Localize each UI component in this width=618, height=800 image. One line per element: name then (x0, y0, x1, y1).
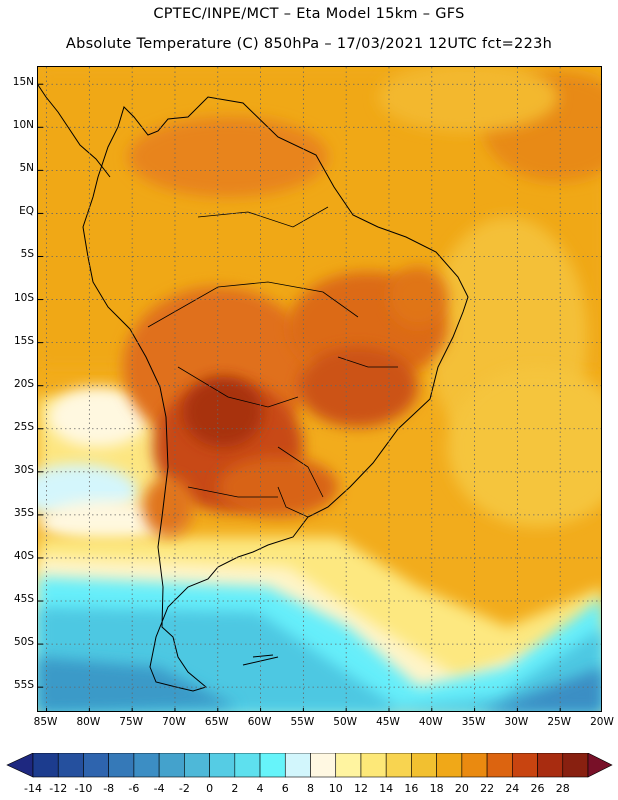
lat-tick-label: 25S (13, 420, 34, 433)
lon-tick-label: 25W (547, 716, 572, 728)
colorbar-swatch (310, 753, 337, 778)
temperature-field-land (123, 117, 448, 537)
colorbar-tick-label: 0 (206, 782, 214, 795)
colorbar-tick-label: 12 (353, 782, 368, 795)
temperature-field-ocean (38, 67, 601, 711)
lon-tick-label: 65W (204, 716, 229, 728)
colorbar-tick-label: -10 (74, 782, 93, 795)
lon-tick-label: 80W (76, 716, 101, 728)
colorbar-tick-label: 28 (555, 782, 570, 795)
colorbar-tick-label: 14 (379, 782, 394, 795)
map-title-line2: Absolute Temperature (C) 850hPa – 17/03/… (65, 36, 553, 52)
colorbar-tick-label: -14 (24, 782, 42, 795)
lat-tick-label: 40S (13, 549, 34, 562)
colorbar-swatch (184, 753, 210, 778)
lon-tick-label: 45W (376, 716, 400, 728)
lon-tick-label: 60W (247, 716, 272, 728)
lon-tick-label: 40W (418, 716, 443, 728)
map-canvas (38, 67, 601, 711)
colorbar-tick-label: 22 (480, 782, 495, 795)
colorbar-swatch (512, 753, 538, 778)
colorbar-tick-label: 10 (328, 782, 343, 795)
colorbar-tick-label: -4 (153, 782, 165, 795)
lat-tick-label: 55S (13, 679, 34, 692)
lon-tick-label: 70W (162, 716, 186, 728)
colorbar-swatch (562, 753, 589, 778)
colorbar-swatch (284, 753, 311, 778)
colorbar-tick-label: 8 (307, 782, 314, 795)
colorbar-swatch (108, 753, 135, 778)
colorbar-swatch (537, 753, 564, 778)
temperature-colorbar (6, 753, 613, 778)
colorbar-tick-label: 20 (454, 782, 469, 795)
colorbar-tick-label: -6 (128, 782, 140, 795)
lat-tick-label: 15N (12, 76, 34, 89)
lat-tick-label: 35S (13, 506, 34, 519)
colorbar-tick-label: -12 (49, 782, 68, 795)
colorbar-swatch (411, 753, 437, 778)
colorbar-swatch (259, 753, 286, 778)
lon-tick-label: 75W (119, 716, 144, 728)
lat-tick-label: 10N (12, 119, 34, 132)
colorbar-swatch (234, 753, 261, 778)
lon-tick-label: 50W (333, 716, 358, 728)
lat-tick-label: 30S (13, 463, 34, 476)
colorbar-swatch (57, 753, 84, 778)
lon-tick-label: 30W (504, 716, 529, 728)
colorbar-tick-label: -8 (103, 782, 115, 795)
lon-tick-label: 20W (590, 716, 614, 728)
colorbar-swatch (83, 753, 109, 778)
colorbar-min-arrow (6, 753, 34, 778)
colorbar-tick-label: 26 (530, 782, 545, 795)
lon-tick-label: 35W (461, 716, 486, 728)
lat-tick-label: 20S (13, 377, 34, 390)
colorbar-tick-label: 16 (404, 782, 419, 795)
colorbar-swatch (158, 753, 185, 778)
colorbar-tick-label: 2 (231, 782, 239, 795)
lat-tick-label: 15S (13, 334, 34, 347)
lat-tick-label: 5N (19, 162, 34, 175)
colorbar-tick-label: 6 (281, 782, 289, 795)
colorbar-swatch (461, 753, 488, 778)
map-title-line1: CPTEC/INPE/MCT – Eta Model 15km – GFS (153, 6, 465, 22)
colorbar-tick-label: -2 (178, 782, 190, 795)
colorbar-swatch (32, 753, 59, 778)
colorbar-swatch (436, 753, 463, 778)
colorbar-swatch (385, 753, 412, 778)
temperature-map (37, 66, 602, 712)
colorbar-swatch (335, 753, 362, 778)
colorbar-tick-label: 4 (256, 782, 264, 795)
lat-tick-label: 50S (13, 636, 34, 649)
colorbar-swatch (486, 753, 513, 778)
lat-tick-label: 5S (20, 248, 34, 261)
lat-tick-label: 45S (13, 593, 34, 606)
lon-tick-label: 85W (33, 716, 58, 728)
lon-tick-label: 55W (290, 716, 315, 728)
colorbar-swatch (209, 753, 236, 778)
lat-tick-label: EQ (19, 205, 34, 218)
lat-lon-grid (38, 67, 601, 711)
colorbar-tick-label: 18 (429, 782, 444, 795)
lat-tick-label: 10S (13, 291, 34, 304)
colorbar-max-arrow (587, 753, 613, 778)
colorbar-swatch (133, 753, 160, 778)
colorbar-swatch (360, 753, 387, 778)
colorbar-tick-label: 24 (505, 782, 520, 795)
